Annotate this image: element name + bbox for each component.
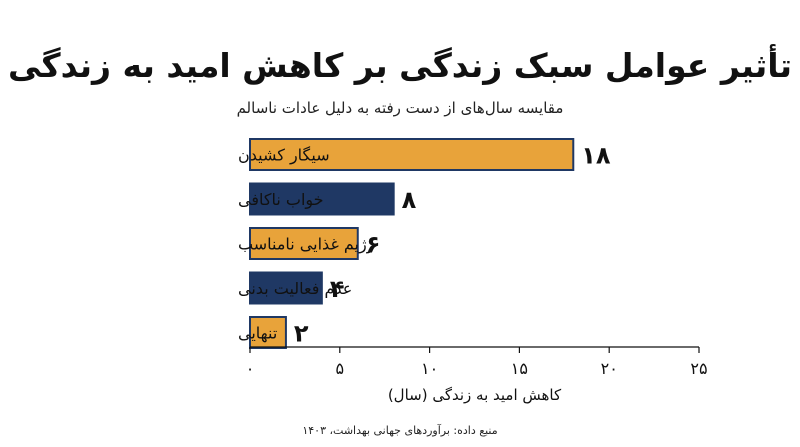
chart-title: تأثیر عوامل سبک زندگی بر کاهش امید به زن… xyxy=(8,46,792,85)
x-tick-label: ۵ xyxy=(336,359,345,378)
value-label: ۱۸ xyxy=(581,142,611,170)
value-label: ۴ xyxy=(330,275,345,303)
bar xyxy=(249,271,323,305)
x-tick-label: ۲۰ xyxy=(601,359,618,378)
value-label: ۶ xyxy=(366,231,381,259)
category-label: تنهایی xyxy=(238,324,277,344)
x-tick-label: ۱۵ xyxy=(511,359,528,378)
bar xyxy=(249,227,359,260)
bar xyxy=(249,182,395,216)
x-axis-title: کاهش امید به زندگی (سال) xyxy=(388,386,562,404)
category-label: خواب ناکافی xyxy=(238,190,324,210)
bar xyxy=(249,316,287,349)
source-note: منبع داده: برآوردهای جهانی بهداشت، ۱۴۰۳ xyxy=(302,424,498,437)
category-label: رژیم غذایی نامناسب xyxy=(238,235,374,255)
value-label: ۸ xyxy=(402,186,417,214)
category-label: سیگار کشیدن xyxy=(238,146,330,166)
x-tick-label: ۱۰ xyxy=(421,359,438,378)
x-tick-label: ۰ xyxy=(246,359,255,378)
x-tick-label: ۲۵ xyxy=(690,359,707,378)
category-label: عدم فعالیت بدنی xyxy=(238,279,352,298)
chart-subtitle: مقایسه سال‌های از دست رفته به دلیل عادات… xyxy=(236,99,564,117)
value-label: ۲ xyxy=(294,320,309,348)
bar xyxy=(249,138,575,171)
